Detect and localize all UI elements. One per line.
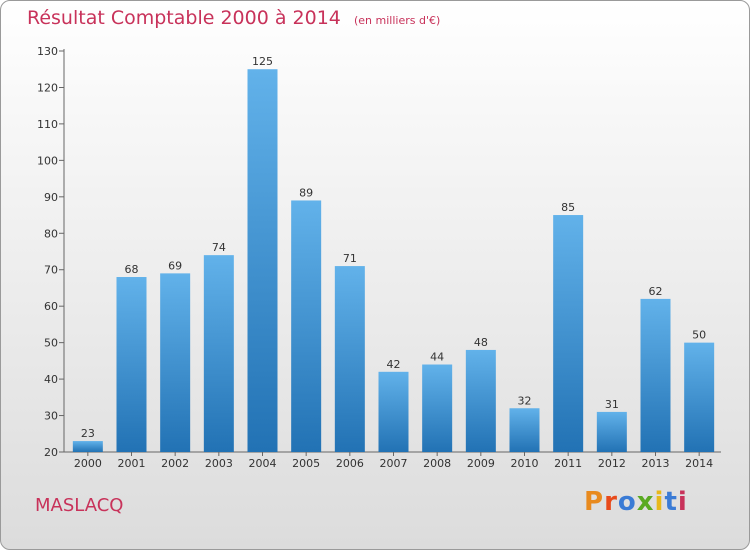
y-tick-label: 130 — [37, 45, 58, 58]
y-tick-label: 20 — [44, 446, 58, 459]
value-label-2008: 44 — [430, 351, 444, 364]
bar-2013[interactable] — [640, 298, 671, 452]
value-label-2010: 32 — [518, 394, 532, 407]
x-tick-label-2014: 2014 — [685, 457, 713, 470]
x-tick-label-2006: 2006 — [336, 457, 364, 470]
logo-letter: x — [636, 487, 655, 517]
bar-2007[interactable] — [378, 371, 409, 452]
bar-2004[interactable] — [247, 69, 278, 453]
value-label-2003: 74 — [212, 241, 226, 254]
logo-letter: r — [604, 487, 618, 517]
bar-2002[interactable] — [160, 273, 191, 452]
y-tick-label: 70 — [44, 264, 58, 277]
x-tick-label-2013: 2013 — [642, 457, 670, 470]
x-tick-label-2005: 2005 — [292, 457, 320, 470]
x-tick-label-2004: 2004 — [249, 457, 277, 470]
value-label-2005: 89 — [299, 186, 313, 199]
proxiti-logo[interactable]: Proxiti — [584, 487, 688, 517]
value-label-2002: 69 — [168, 259, 182, 272]
x-tick-label-2010: 2010 — [511, 457, 539, 470]
y-tick-label: 30 — [44, 410, 58, 423]
bar-2009[interactable] — [465, 349, 496, 452]
value-label-2001: 68 — [125, 263, 139, 276]
x-tick-label-2001: 2001 — [118, 457, 146, 470]
bar-2011[interactable] — [553, 215, 584, 452]
x-tick-label-2002: 2002 — [161, 457, 189, 470]
bar-2000[interactable] — [72, 441, 103, 452]
value-label-2014: 50 — [692, 329, 706, 342]
value-label-2007: 42 — [387, 358, 401, 371]
x-tick-label-2011: 2011 — [554, 457, 582, 470]
bar-2005[interactable] — [291, 200, 322, 452]
logo-letter: i — [677, 487, 688, 517]
bar-2010[interactable] — [509, 408, 540, 452]
y-tick-label: 50 — [44, 337, 58, 350]
value-label-2009: 48 — [474, 336, 488, 349]
value-label-2006: 71 — [343, 252, 357, 265]
value-label-2004: 125 — [252, 55, 273, 68]
bar-2001[interactable] — [116, 277, 147, 452]
bar-2008[interactable] — [422, 364, 453, 452]
bar-2006[interactable] — [334, 266, 365, 452]
commune-name: MASLACQ — [35, 495, 124, 516]
y-tick-label: 120 — [37, 81, 58, 94]
title-row: Résultat Comptable 2000 à 2014 (en milli… — [27, 7, 440, 29]
value-label-2000: 23 — [81, 427, 95, 440]
y-tick-label: 60 — [44, 300, 58, 313]
bar-2003[interactable] — [203, 255, 234, 452]
logo-letter: t — [664, 487, 678, 517]
bar-2012[interactable] — [596, 411, 627, 452]
value-label-2013: 62 — [649, 285, 663, 298]
y-tick-label: 110 — [37, 118, 58, 131]
logo-letter: i — [654, 487, 665, 517]
x-tick-label-2008: 2008 — [423, 457, 451, 470]
chart-title: Résultat Comptable 2000 à 2014 — [27, 7, 341, 29]
bar-2014[interactable] — [684, 342, 715, 452]
y-tick-label: 80 — [44, 227, 58, 240]
y-tick-label: 90 — [44, 191, 58, 204]
x-tick-label-2012: 2012 — [598, 457, 626, 470]
x-tick-label-2007: 2007 — [380, 457, 408, 470]
x-tick-label-2003: 2003 — [205, 457, 233, 470]
value-label-2011: 85 — [561, 201, 575, 214]
x-tick-label-2000: 2000 — [74, 457, 102, 470]
y-tick-label: 100 — [37, 154, 58, 167]
value-label-2012: 31 — [605, 398, 619, 411]
y-tick-label: 40 — [44, 373, 58, 386]
x-tick-label-2009: 2009 — [467, 457, 495, 470]
chart-subtitle: (en milliers d'€) — [353, 14, 441, 27]
logo-letter: P — [584, 487, 605, 517]
logo-letter: o — [617, 487, 637, 517]
